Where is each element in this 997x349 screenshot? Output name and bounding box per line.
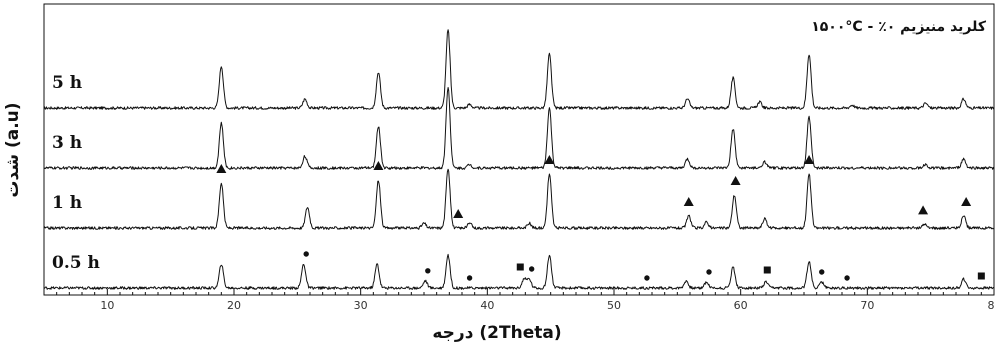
condition-annotation: ۱۵۰۰°C - ٪۰ کلرید منیزیم: [811, 19, 987, 35]
series-labels: 5 h 3 h 1 h 0.5 h: [52, 73, 100, 273]
x-tick-label: 10: [100, 299, 114, 312]
circle-marker: [706, 269, 712, 275]
triangle-marker: [730, 176, 741, 185]
circle-marker: [425, 268, 431, 274]
series-label: 1 h: [52, 193, 82, 213]
plot-frame: [43, 3, 995, 296]
phase-markers: [216, 155, 985, 281]
x-tick-label: 8: [988, 299, 995, 312]
square-marker: [516, 263, 524, 271]
x-tick-label: 50: [607, 299, 621, 312]
x-axis-ticks: 10 20 30 40 50 60 70 8: [43, 289, 995, 312]
series-label: 3 h: [52, 133, 82, 153]
series-trace: [43, 87, 995, 170]
x-tick-label: 30: [354, 299, 368, 312]
triangle-marker: [804, 155, 815, 164]
x-tick-label: 40: [480, 299, 494, 312]
x-tick-label: 60: [734, 299, 748, 312]
square-marker: [977, 272, 985, 280]
series-label: 5 h: [52, 73, 82, 93]
x-tick-label: 70: [860, 299, 874, 312]
triangle-marker: [453, 209, 464, 218]
triangle-marker: [918, 205, 929, 215]
triangle-marker: [961, 197, 972, 206]
circle-marker: [844, 275, 850, 281]
circle-marker: [528, 266, 535, 272]
circle-marker: [466, 275, 473, 281]
circle-marker: [303, 251, 309, 257]
circle-marker: [819, 269, 825, 275]
square-marker: [763, 266, 771, 274]
diffraction-traces: [43, 29, 995, 290]
triangle-marker: [373, 161, 384, 170]
series-trace: [43, 253, 995, 290]
triangle-marker: [683, 197, 694, 206]
series-trace: [44, 29, 995, 110]
triangle-marker: [544, 155, 555, 164]
x-axis-label: درجه (2Theta): [432, 323, 561, 343]
x-tick-label: 20: [227, 299, 241, 312]
y-axis-label: شدت (a.u): [3, 102, 23, 197]
series-label: 0.5 h: [52, 253, 100, 273]
series-trace: [43, 168, 995, 230]
triangle-marker: [216, 164, 227, 173]
circle-marker: [644, 275, 650, 281]
